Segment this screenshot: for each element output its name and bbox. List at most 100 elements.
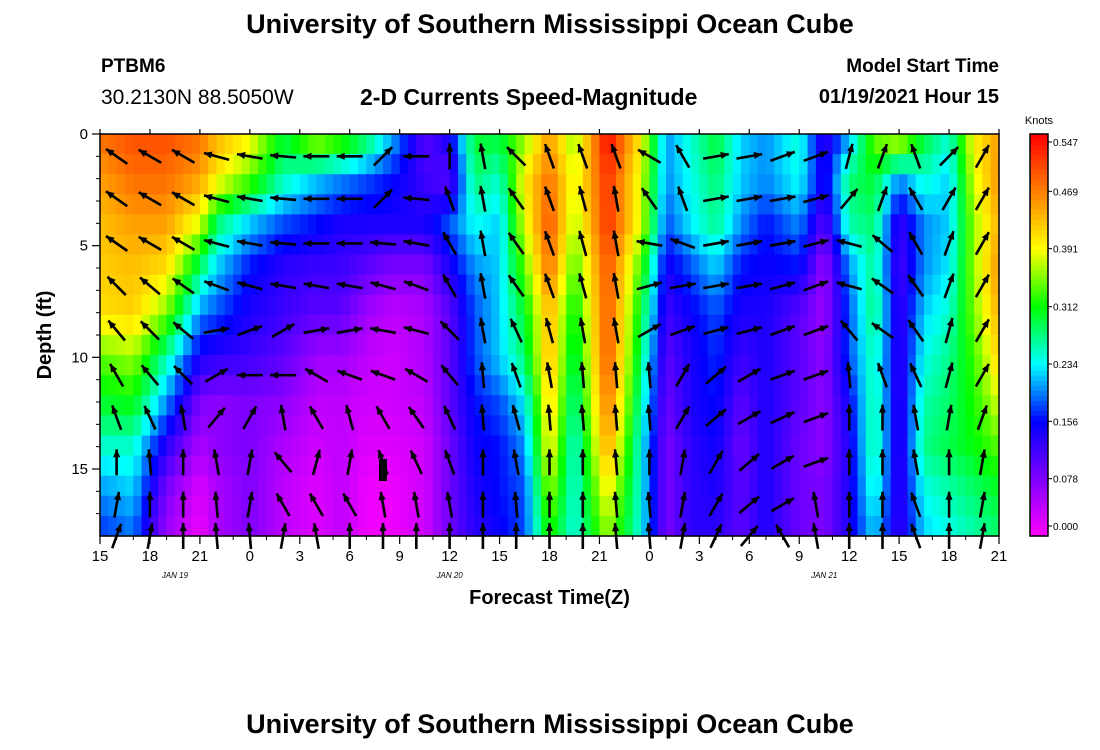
heatmap-cell [732,375,742,396]
heatmap-cell [749,154,759,175]
heatmap-cell [691,415,700,437]
heatmap-cell [199,355,209,376]
heatmap-cell [224,194,234,215]
colorbar-segment [1030,465,1048,472]
heatmap-cell [649,375,659,396]
heatmap-cell [491,415,501,437]
current-vector [344,404,355,431]
heatmap-cell [516,254,526,276]
heatmap-cell [882,234,892,256]
heatmap-cell [982,174,992,195]
heatmap-cell [824,314,834,336]
heatmap-cell [174,274,184,296]
heatmap-cell [424,395,434,416]
heatmap-cell [990,194,1000,215]
heatmap-cell [133,234,143,256]
heatmap-cell [774,515,784,537]
heatmap-cell [341,495,351,517]
heatmap-cell [832,355,842,376]
heatmap-cell [324,335,334,356]
current-vector [138,235,162,252]
heatmap-cell [274,395,284,416]
heatmap-cell [657,134,667,155]
heatmap-cell [790,355,800,376]
heatmap-cell [424,475,434,497]
heatmap-cell [274,435,284,457]
heatmap-cell [574,455,584,477]
heatmap-cell [949,234,958,256]
heatmap-cell [349,515,359,537]
colorbar-tick-label: 0.234 [1053,360,1078,371]
heatmap-cell [624,194,634,215]
heatmap-cell [715,214,725,236]
heatmap-cell [166,395,176,416]
heatmap-cell [799,294,809,316]
colorbar-segment [1030,455,1048,462]
x-tick-label: 3 [296,548,304,565]
heatmap-cell [932,415,942,437]
heatmap-cell [108,495,118,517]
heatmap-cell [449,254,459,276]
heatmap-cell [399,194,409,215]
colorbar-segment [1030,244,1048,251]
heatmap-cell [183,194,193,215]
heatmap-cell [516,214,526,236]
heatmap-cell [174,375,184,396]
heatmap-cell [649,154,659,175]
heatmap-cell [116,335,126,356]
heatmap-cell [366,375,376,396]
heatmap-cell [449,134,459,155]
heatmap-cell [965,475,975,497]
current-vector [403,152,430,160]
heatmap-cell [416,435,426,457]
heatmap-cell [399,274,409,296]
current-vector [173,365,194,386]
heatmap-cell [641,475,650,497]
heatmap-cell [715,475,725,497]
current-vector [171,277,195,295]
current-vector [441,231,458,256]
heatmap-cell [316,335,326,356]
heatmap-cell [474,375,484,396]
colorbar-segment [1030,515,1048,522]
heatmap-cell [424,435,434,457]
heatmap-cell [724,515,734,537]
heatmap-cell [890,335,900,356]
heatmap-cell [899,234,909,256]
heatmap-cell [865,154,875,175]
heatmap-cell [874,495,884,517]
heatmap-cell [749,174,759,195]
current-vector [736,194,763,203]
heatmap-cell [158,515,168,537]
heatmap-cell [582,234,592,256]
current-vector [941,186,957,211]
heatmap-cell [274,294,284,316]
heatmap-cell [874,395,884,416]
heatmap-cell [782,254,792,276]
heatmap-cell [224,375,234,396]
heatmap-cell [990,154,1000,175]
heatmap-cell [208,134,218,155]
current-vector [640,187,658,211]
heatmap-cell [466,355,476,376]
heatmap-cell [166,415,176,437]
heatmap-cell [158,475,168,497]
heatmap-cell [674,395,684,416]
heatmap-cell [749,335,759,356]
heatmap-cell [541,515,551,537]
heatmap-cell [899,214,909,236]
heatmap-cell [158,375,168,396]
heatmap-cell [216,294,226,316]
heatmap-cell [283,254,293,276]
current-vector [871,277,894,295]
heatmap-cell [116,274,126,296]
current-vector [910,143,922,169]
heatmap-cell [116,455,126,477]
heatmap-cell [249,194,259,215]
heatmap-cell [233,294,243,316]
heatmap-cell [549,234,559,256]
heatmap-cell [815,314,825,336]
heatmap-cell [649,455,659,477]
heatmap-cell [674,234,684,256]
current-vector [611,317,620,344]
